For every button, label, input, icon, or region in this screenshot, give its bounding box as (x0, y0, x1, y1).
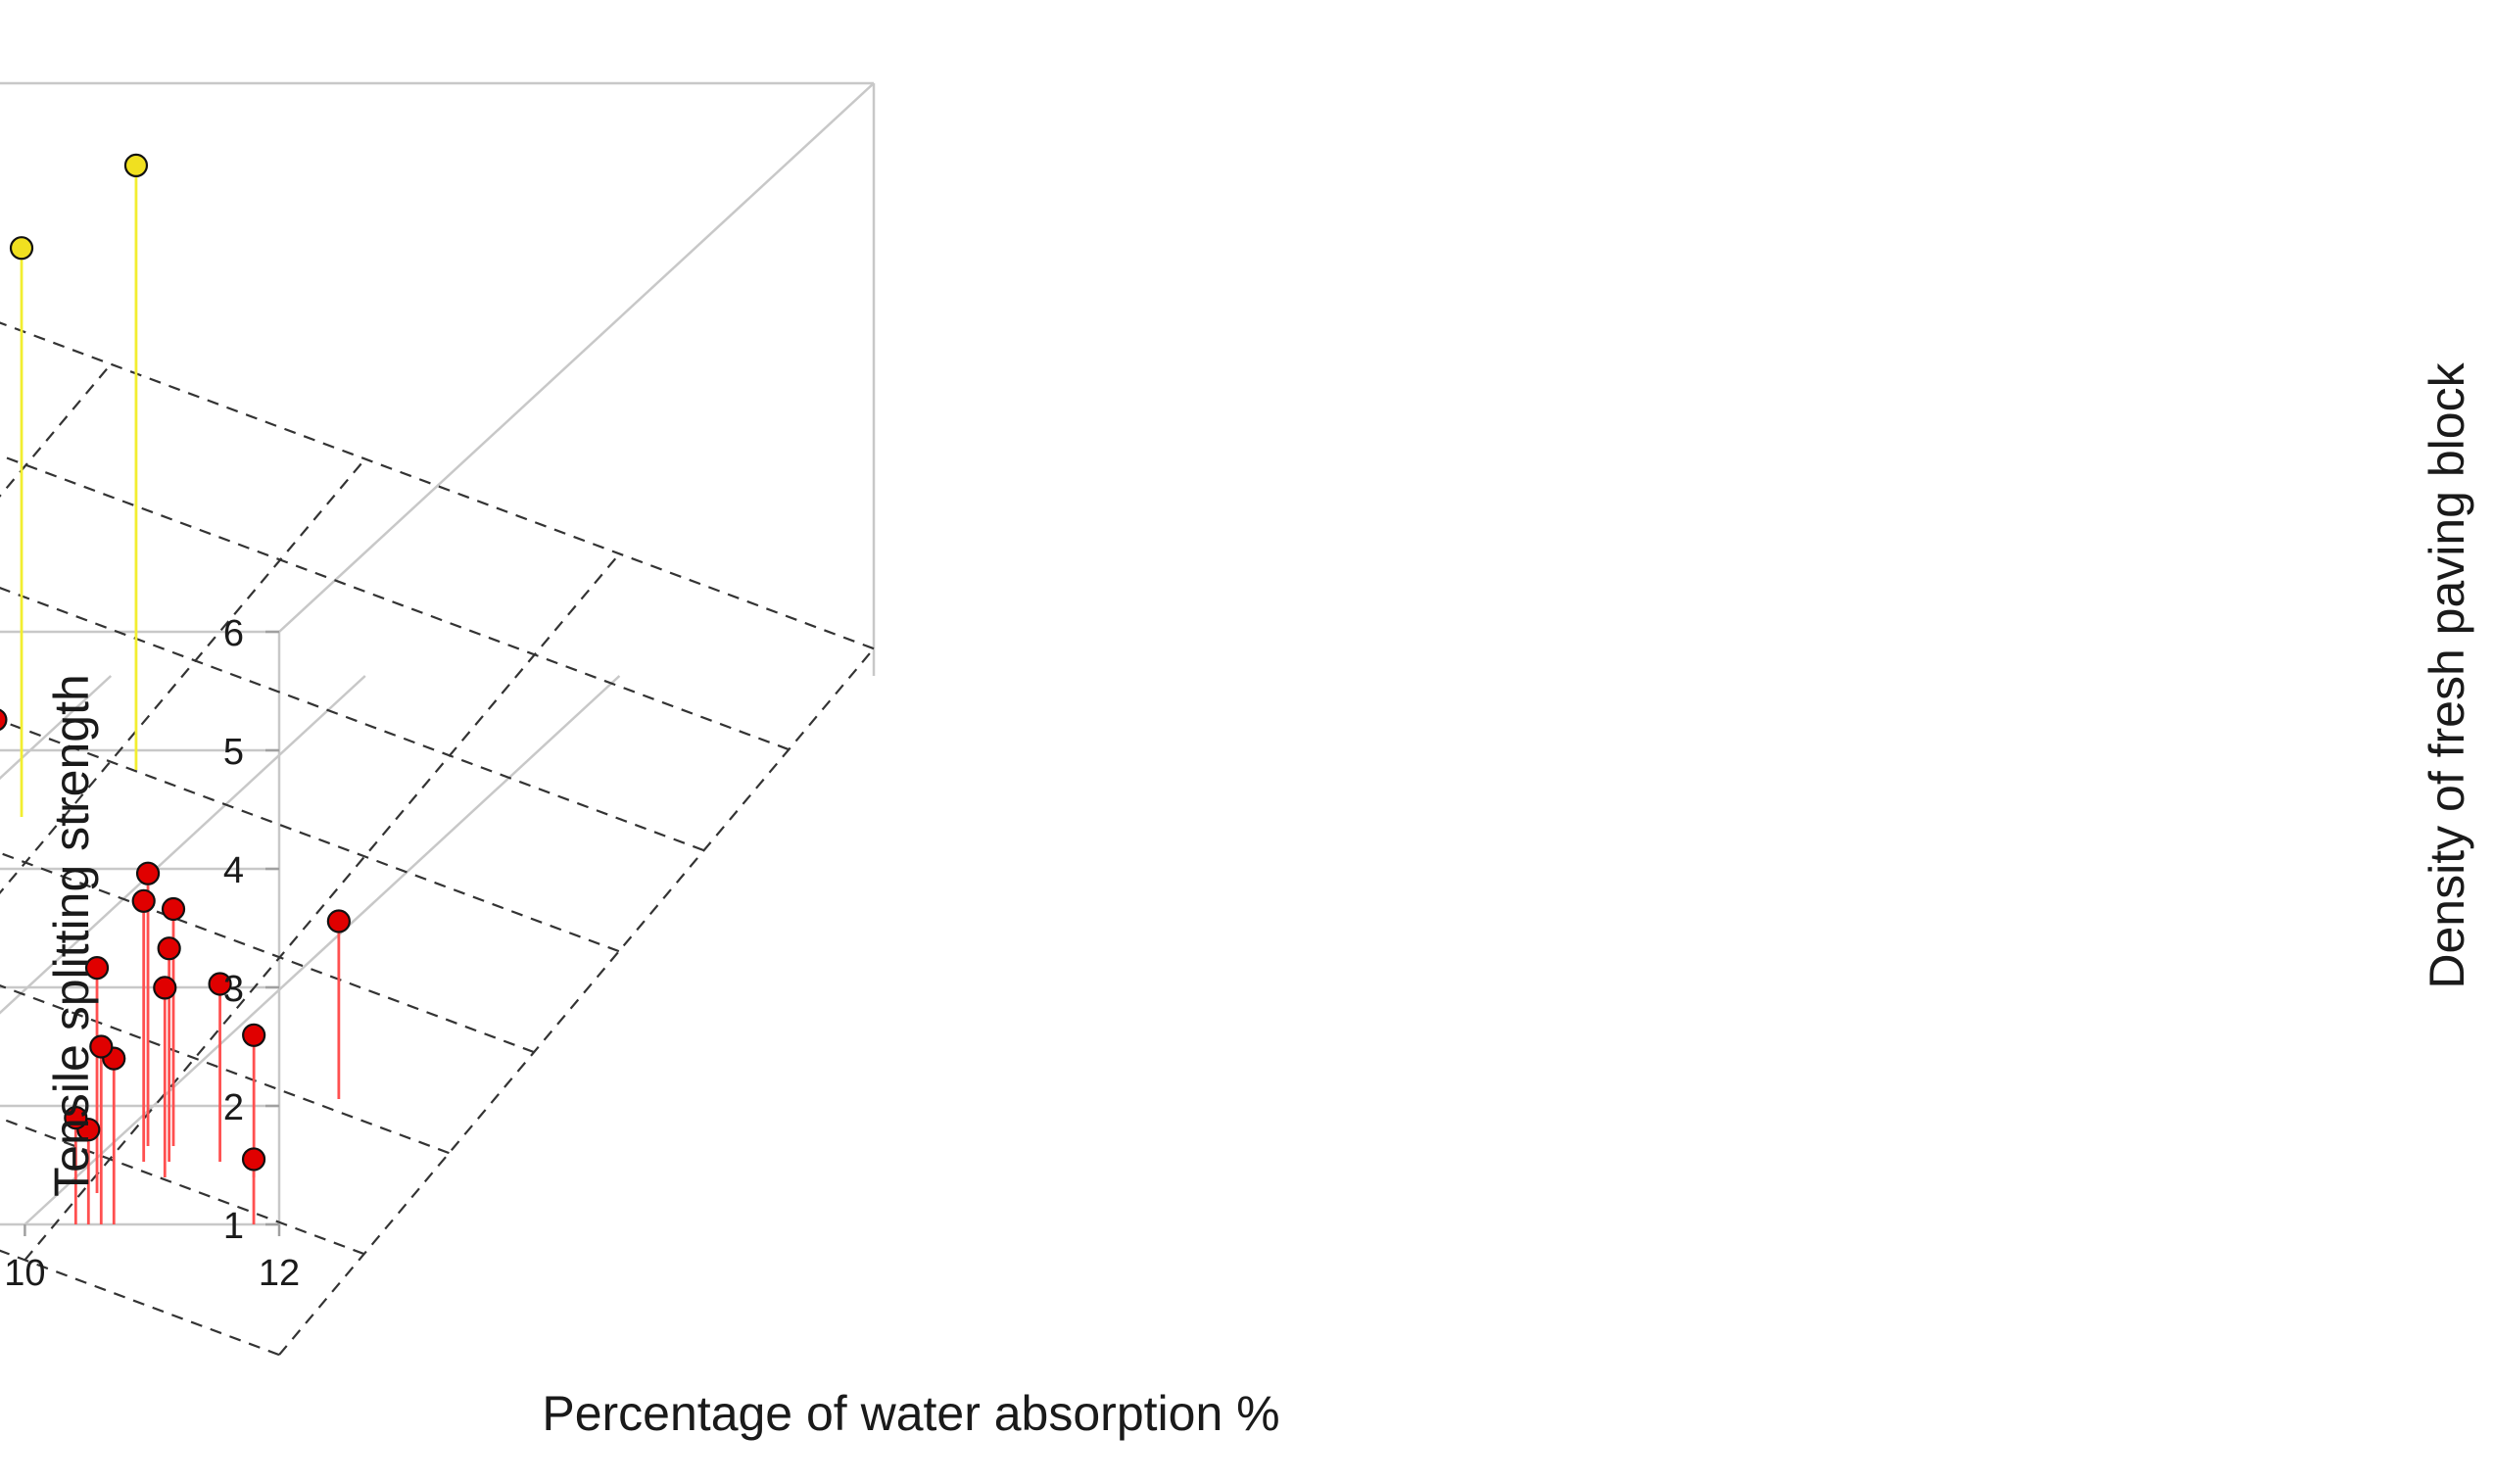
point-low (0, 708, 8, 731)
point-low (241, 1147, 266, 1172)
x-axis-title: Percentage of water absorption % (542, 1386, 1279, 1441)
point-low (64, 1105, 88, 1130)
plane-grid-line (278, 647, 875, 1356)
z-tick-label: 3 (223, 969, 244, 1010)
plane-grid-line (24, 552, 621, 1262)
regression-plane (0, 321, 875, 1357)
plane-grid-line (0, 587, 704, 852)
point-low (131, 888, 156, 913)
plane-grid-line (0, 363, 113, 498)
x-tick-label: 10 (4, 1253, 45, 1294)
floor-grid-line (0, 675, 366, 1015)
point-low (84, 955, 110, 981)
x-tick-label: 12 (259, 1253, 300, 1294)
floor-grid-line (0, 675, 113, 781)
axes: 1210864220002050210021502200225023002350… (4, 613, 300, 1294)
point-low (89, 1034, 114, 1059)
bounding-box (0, 81, 876, 1226)
z-tick-label: 4 (223, 850, 244, 891)
point-mid (9, 236, 34, 261)
plane-grid-line (0, 454, 790, 751)
y-axis-title: Density of fresh paving block (2420, 361, 2474, 988)
point-low (208, 972, 232, 996)
point-low (135, 861, 161, 886)
z-tick-label: 5 (223, 732, 244, 773)
z-tick-label: 6 (223, 613, 244, 654)
point-low (161, 896, 186, 922)
plane-grid-line (0, 457, 366, 895)
z-tick-label: 1 (223, 1206, 244, 1247)
point-low (157, 936, 181, 961)
z-axis-title: Tensile splitting strength (44, 674, 99, 1197)
floor-grid-line (24, 675, 621, 1225)
plane-grid-line (0, 321, 875, 650)
point-low (153, 976, 177, 1000)
point-low (242, 1023, 266, 1047)
data-points (0, 153, 351, 1172)
box-edge (278, 82, 875, 633)
z-tick-label: 2 (223, 1087, 244, 1128)
point-mid (123, 153, 149, 177)
point-low (326, 909, 351, 933)
